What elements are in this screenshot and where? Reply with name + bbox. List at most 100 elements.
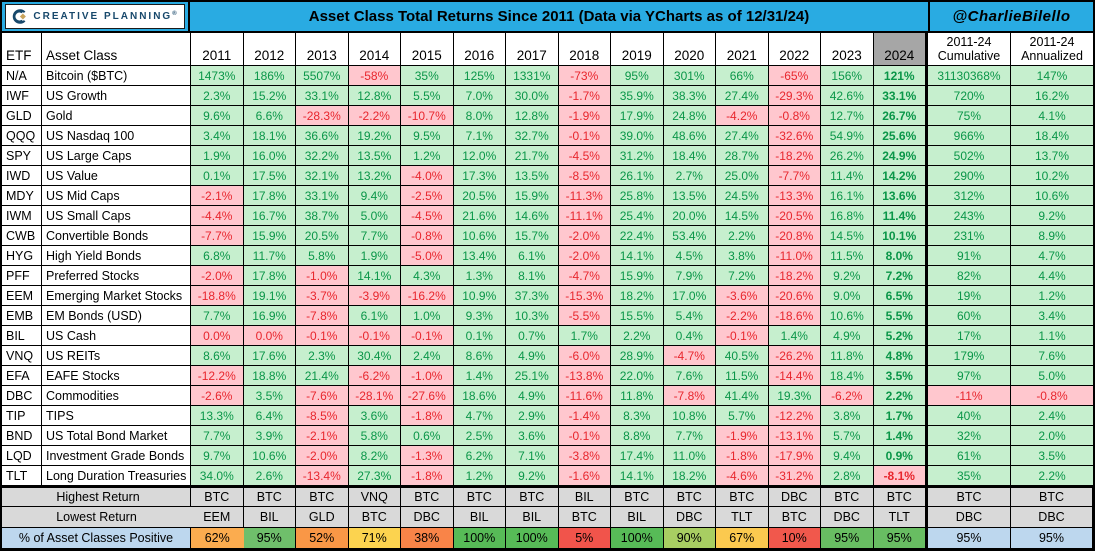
- return-cell-CWB-2011: -7.7%: [191, 226, 244, 246]
- return-cell-TIP-2020: 10.8%: [663, 406, 716, 426]
- return-cell-QQQ-2014: 19.2%: [348, 126, 401, 146]
- return-cell-N/A-2019: 95%: [611, 66, 664, 86]
- return-cell-GLD-2012: 6.6%: [243, 106, 296, 126]
- return-cell-N/A-2023: 156%: [821, 66, 874, 86]
- header-annualized: 2011-24 Annualized: [1011, 33, 1093, 66]
- return-cell-VNQ-2019: 28.9%: [611, 346, 664, 366]
- return-cell-HYG-2023: 11.5%: [821, 246, 874, 266]
- return-cell-VNQ-2011: 8.6%: [191, 346, 244, 366]
- cumulative-cell-PFF: 82%: [926, 266, 1011, 286]
- return-cell-IWM-2024: 11.4%: [873, 206, 926, 226]
- return-cell-DBC-2019: 11.8%: [611, 386, 664, 406]
- return-cell-N/A-2014: -58%: [348, 66, 401, 86]
- return-cell-TLT-2021: -4.6%: [716, 466, 769, 486]
- return-cell-BIL-2016: 0.1%: [453, 326, 506, 346]
- return-cell-BIL-2011: 0.0%: [191, 326, 244, 346]
- return-cell-CWB-2021: 2.2%: [716, 226, 769, 246]
- return-cell-BND-2014: 5.8%: [348, 426, 401, 446]
- asset-name-cell: US Nasdaq 100: [42, 126, 191, 146]
- return-cell-EEM-2016: 10.9%: [453, 286, 506, 306]
- return-cell-GLD-2013: -28.3%: [296, 106, 349, 126]
- return-cell-IWM-2017: 14.6%: [506, 206, 559, 226]
- return-cell-EMB-2017: 10.3%: [506, 306, 559, 326]
- return-cell-LQD-2020: 11.0%: [663, 446, 716, 466]
- return-cell-GLD-2018: -1.9%: [558, 106, 611, 126]
- return-cell-QQQ-2013: 36.6%: [296, 126, 349, 146]
- return-cell-IWF-2014: 12.8%: [348, 86, 401, 106]
- return-cell-PFF-2023: 9.2%: [821, 266, 874, 286]
- return-cell-EMB-2019: 15.5%: [611, 306, 664, 326]
- return-cell-EMB-2018: -5.5%: [558, 306, 611, 326]
- return-cell-EMB-2013: -7.8%: [296, 306, 349, 326]
- return-cell-QQQ-2020: 48.6%: [663, 126, 716, 146]
- return-cell-IWM-2014: 5.0%: [348, 206, 401, 226]
- return-cell-LQD-2015: -1.3%: [401, 446, 454, 466]
- return-cell-VNQ-2013: 2.3%: [296, 346, 349, 366]
- return-cell-DBC-2017: 4.9%: [506, 386, 559, 406]
- return-cell-PFF-2011: -2.0%: [191, 266, 244, 286]
- etf-cell-EMB: EMB: [2, 306, 42, 326]
- return-cell-QQQ-2021: 27.4%: [716, 126, 769, 146]
- return-cell-BND-2024: 1.4%: [873, 426, 926, 446]
- return-cell-IWF-2022: -29.3%: [768, 86, 821, 106]
- return-cell-BIL-2013: -0.1%: [296, 326, 349, 346]
- highest-return-cell: BTC: [1011, 486, 1093, 507]
- return-cell-GLD-2015: -10.7%: [401, 106, 454, 126]
- header-year-2016: 2016: [453, 33, 506, 66]
- return-cell-DBC-2021: 41.4%: [716, 386, 769, 406]
- asset-name-cell: US Small Caps: [42, 206, 191, 226]
- return-cell-HYG-2018: -2.0%: [558, 246, 611, 266]
- return-cell-QQQ-2018: -0.1%: [558, 126, 611, 146]
- annualized-cell-EMB: 3.4%: [1011, 306, 1093, 326]
- annualized-cell-DBC: -0.8%: [1011, 386, 1093, 406]
- header-year-2024: 2024: [873, 33, 926, 66]
- return-cell-BIL-2020: 0.4%: [663, 326, 716, 346]
- lowest-return-cell: TLT: [716, 507, 769, 528]
- return-cell-LQD-2017: 7.1%: [506, 446, 559, 466]
- return-cell-IWF-2021: 27.4%: [716, 86, 769, 106]
- return-cell-EEM-2024: 6.5%: [873, 286, 926, 306]
- return-cell-IWD-2017: 13.5%: [506, 166, 559, 186]
- annualized-cell-EEM: 1.2%: [1011, 286, 1093, 306]
- etf-cell-EFA: EFA: [2, 366, 42, 386]
- return-cell-LQD-2024: 0.9%: [873, 446, 926, 466]
- return-cell-DBC-2015: -27.6%: [401, 386, 454, 406]
- return-cell-EEM-2018: -15.3%: [558, 286, 611, 306]
- return-cell-TLT-2017: 9.2%: [506, 466, 559, 486]
- highest-return-cell: BTC: [453, 486, 506, 507]
- return-cell-VNQ-2021: 40.5%: [716, 346, 769, 366]
- return-cell-SPY-2019: 31.2%: [611, 146, 664, 166]
- return-cell-CWB-2019: 22.4%: [611, 226, 664, 246]
- return-cell-TIP-2018: -1.4%: [558, 406, 611, 426]
- return-cell-HYG-2017: 6.1%: [506, 246, 559, 266]
- lowest-return-cell: DBC: [401, 507, 454, 528]
- pct-positive-cell: 90%: [663, 528, 716, 549]
- etf-cell-DBC: DBC: [2, 386, 42, 406]
- return-cell-MDY-2017: 15.9%: [506, 186, 559, 206]
- lowest-return-cell: BIL: [453, 507, 506, 528]
- return-cell-GLD-2014: -2.2%: [348, 106, 401, 126]
- return-cell-GLD-2021: -4.2%: [716, 106, 769, 126]
- highest-return-cell: BTC: [716, 486, 769, 507]
- pct-positive-cell: 95%: [243, 528, 296, 549]
- return-cell-CWB-2023: 14.5%: [821, 226, 874, 246]
- return-cell-EFA-2014: -6.2%: [348, 366, 401, 386]
- twitter-handle: @CharlieBilello: [952, 8, 1071, 25]
- handle-section: @CharlieBilello: [930, 2, 1093, 31]
- asset-name-cell: Convertible Bonds: [42, 226, 191, 246]
- highest-return-cell: DBC: [768, 486, 821, 507]
- return-cell-CWB-2013: 20.5%: [296, 226, 349, 246]
- highest-return-cell: BTC: [821, 486, 874, 507]
- return-cell-QQQ-2016: 7.1%: [453, 126, 506, 146]
- etf-cell-MDY: MDY: [2, 186, 42, 206]
- header-year-2018: 2018: [558, 33, 611, 66]
- highest-return-cell: BTC: [926, 486, 1011, 507]
- return-cell-IWM-2023: 16.8%: [821, 206, 874, 226]
- return-cell-N/A-2015: 35%: [401, 66, 454, 86]
- return-cell-MDY-2023: 16.1%: [821, 186, 874, 206]
- return-cell-DBC-2016: 18.6%: [453, 386, 506, 406]
- logo-section: CREATIVE PLANNING®: [2, 2, 190, 31]
- asset-name-cell: US Growth: [42, 86, 191, 106]
- return-cell-IWM-2020: 20.0%: [663, 206, 716, 226]
- annualized-cell-PFF: 4.4%: [1011, 266, 1093, 286]
